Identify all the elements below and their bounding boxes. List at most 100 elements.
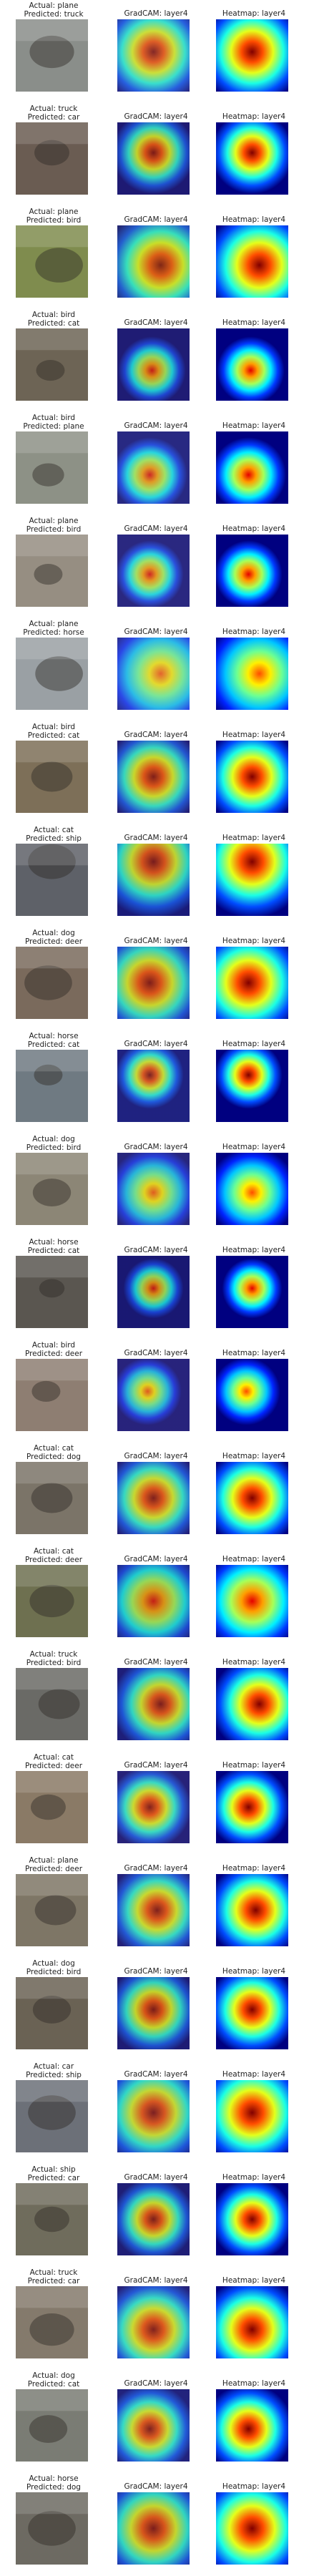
activation-heatmap [216,2389,288,2462]
heatmap-title: Heatmap: layer4 [222,1555,286,1563]
input-photo [16,1977,88,2049]
predicted-label: Predicted: cat [27,319,80,328]
label-caption: Actual: dog Predicted: cat [4,2371,104,2389]
result-row: Actual: cat Predicted: deer GradCAM: layer… [0,1752,309,1855]
heatmap-title: Heatmap: layer4 [222,1246,286,1254]
activation-heatmap [216,2286,288,2358]
input-photo [16,1565,88,1637]
gradcam-title: GradCAM: layer4 [124,1658,188,1667]
heatmap-title: Heatmap: layer4 [222,1658,286,1667]
activation-heatmap [216,1977,288,2049]
heatmap-title: Heatmap: layer4 [222,834,286,842]
heatmap-title: Heatmap: layer4 [222,1143,286,1151]
activation-heatmap [216,2183,288,2255]
actual-label: Actual: cat [33,1444,74,1453]
gradcam-overlay [117,2492,190,2565]
heatmap-title: Heatmap: layer4 [222,2173,286,2182]
heatmap-title: Heatmap: layer4 [222,1967,286,1976]
result-row: Actual: horse Predicted: cat GradCAM: laye… [0,1030,309,1133]
gradcam-title: GradCAM: layer4 [124,628,188,636]
input-photo [16,225,88,298]
actual-label: Actual: truck [29,104,78,113]
gradcam-title: GradCAM: layer4 [124,525,188,533]
gradcam-overlay [117,1050,190,1122]
result-row: Actual: ship Predicted: car GradCAM: layer… [0,2164,309,2267]
input-photo [16,431,88,504]
heatmap-title: Heatmap: layer4 [222,2276,286,2285]
gradcam-overlay [117,844,190,916]
label-caption: Actual: dog Predicted: bird [4,1959,104,1976]
actual-label: Actual: horse [29,1032,79,1040]
actual-label: Actual: bird [31,414,76,422]
gradcam-title: GradCAM: layer4 [124,421,188,430]
input-photo [16,947,88,1019]
gradcam-title: GradCAM: layer4 [124,1246,188,1254]
gradcam-title: GradCAM: layer4 [124,1143,188,1151]
activation-heatmap [216,122,288,195]
gradcam-title: GradCAM: layer4 [124,731,188,739]
result-row: Actual: plane Predicted: deer GradCAM: lay… [0,1855,309,1958]
gradcam-overlay [117,1771,190,1843]
gradcam-title: GradCAM: layer4 [124,2379,188,2388]
heatmap-title: Heatmap: layer4 [222,1761,286,1770]
gradcam-title: GradCAM: layer4 [124,9,188,18]
predicted-label: Predicted: bird [26,1968,82,1976]
result-row: Actual: bird Predicted: deer GradCAM: laye… [0,1340,309,1443]
gradcam-overlay [117,1668,190,1740]
activation-heatmap [216,225,288,298]
result-row: Actual: bird Predicted: cat GradCAM: layer… [0,309,309,412]
input-photo [16,1462,88,1534]
gradcam-overlay [117,1462,190,1534]
heatmap-title: Heatmap: layer4 [222,937,286,945]
activation-heatmap [216,741,288,813]
actual-label: Actual: plane [29,517,79,525]
label-caption: Actual: cat Predicted: deer [4,1547,104,1564]
actual-label: Actual: cat [33,1547,74,1556]
label-caption: Actual: dog Predicted: deer [4,929,104,946]
gradcam-overlay [117,947,190,1019]
result-row: Actual: truck Predicted: car GradCAM: laye… [0,103,309,206]
activation-heatmap [216,2492,288,2565]
predicted-label: Predicted: deer [24,1865,83,1873]
predicted-label: Predicted: cat [27,1246,80,1255]
result-row: Actual: plane Predicted: truck GradCAM: la… [0,0,309,103]
actual-label: Actual: dog [32,1135,75,1143]
input-photo [16,2183,88,2255]
actual-label: Actual: car [33,2062,74,2071]
actual-label: Actual: horse [29,1238,79,1246]
activation-heatmap [216,535,288,607]
gradcam-overlay [117,2183,190,2255]
activation-heatmap [216,1256,288,1328]
label-caption: Actual: plane Predicted: horse [4,620,104,637]
label-caption: Actual: plane Predicted: bird [4,208,104,225]
activation-heatmap [216,947,288,1019]
label-caption: Actual: bird Predicted: cat [4,311,104,328]
predicted-label: Predicted: dog [26,1453,81,1461]
predicted-label: Predicted: bird [26,525,82,534]
heatmap-title: Heatmap: layer4 [222,215,286,224]
gradcam-overlay [117,1565,190,1637]
heatmap-title: Heatmap: layer4 [222,9,286,18]
label-caption: Actual: dog Predicted: bird [4,1135,104,1152]
label-caption: Actual: truck Predicted: car [4,2268,104,2285]
gradcam-title: GradCAM: layer4 [124,1349,188,1357]
input-photo [16,2080,88,2152]
actual-label: Actual: dog [32,929,75,937]
predicted-label: Predicted: car [27,2174,80,2182]
predicted-label: Predicted: cat [27,1040,80,1049]
input-photo [16,1771,88,1843]
gradcam-overlay [117,328,190,401]
heatmap-title: Heatmap: layer4 [222,421,286,430]
input-photo [16,1153,88,1225]
predicted-label: Predicted: car [27,2277,80,2285]
label-caption: Actual: horse Predicted: cat [4,1238,104,1255]
predicted-label: Predicted: plane [23,422,84,431]
heatmap-title: Heatmap: layer4 [222,2482,286,2491]
result-row: Actual: cat Predicted: ship GradCAM: layer… [0,824,309,927]
label-caption: Actual: truck Predicted: car [4,104,104,122]
predicted-label: Predicted: bird [26,216,82,225]
gradcam-overlay [117,1256,190,1328]
gradcam-title: GradCAM: layer4 [124,1864,188,1873]
gradcam-overlay [117,2286,190,2358]
gradcam-title: GradCAM: layer4 [124,1040,188,1048]
